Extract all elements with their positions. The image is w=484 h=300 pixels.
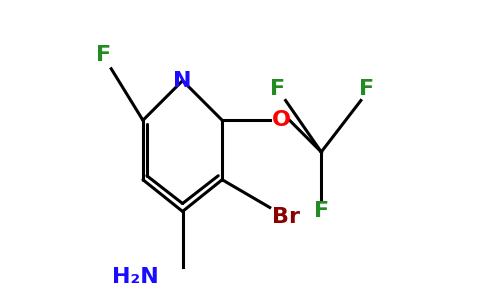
- Text: N: N: [173, 70, 192, 91]
- Text: F: F: [96, 45, 111, 65]
- Text: F: F: [359, 79, 375, 99]
- Text: O: O: [272, 110, 291, 130]
- Text: F: F: [270, 79, 285, 99]
- Text: Br: Br: [272, 207, 300, 227]
- Text: H₂N: H₂N: [112, 267, 159, 287]
- Text: F: F: [314, 201, 329, 221]
